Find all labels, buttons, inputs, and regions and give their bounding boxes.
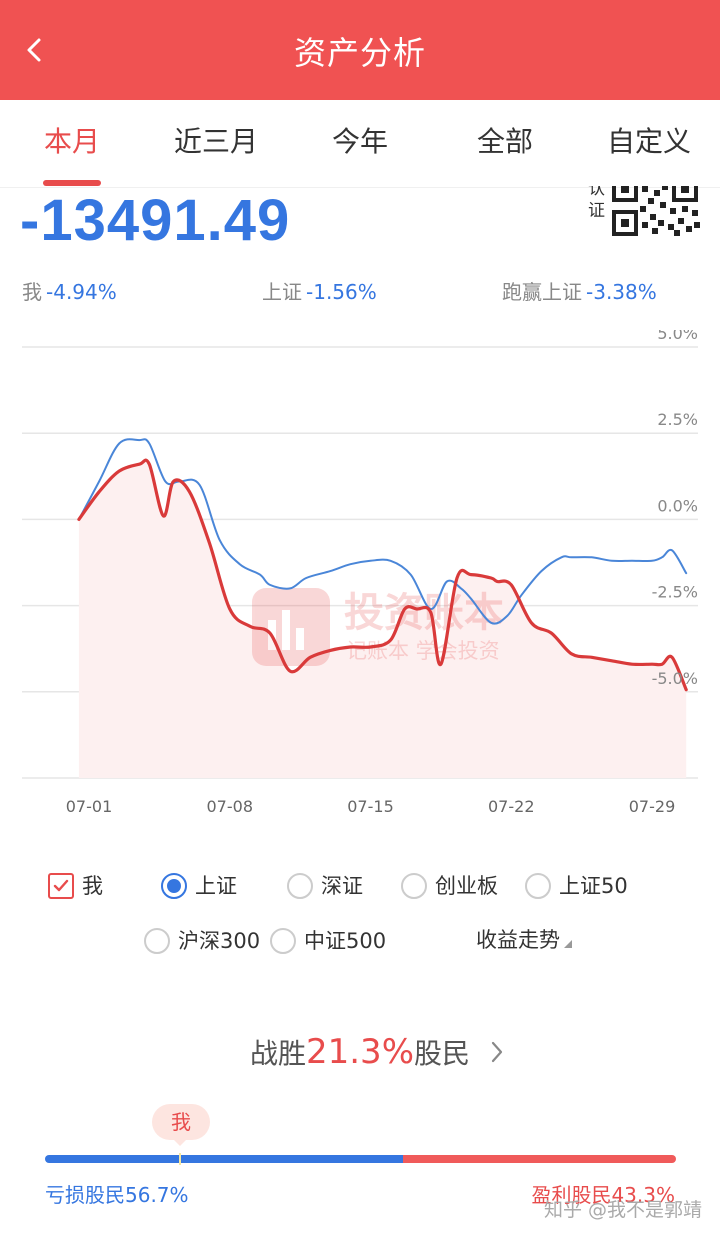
legend-me-label: 我 bbox=[82, 874, 103, 898]
investor-distribution-bar bbox=[45, 1155, 676, 1163]
page-title: 资产分析 bbox=[293, 34, 426, 72]
x-tick-label: 07-08 bbox=[207, 797, 254, 816]
beat-return-label: 跑赢上证 bbox=[502, 280, 582, 304]
gain-segment bbox=[402, 1155, 676, 1163]
chevron-right-icon bbox=[491, 1041, 503, 1063]
tab-this-month[interactable]: 本月 bbox=[43, 125, 100, 158]
gain-investors-label: 盈利股民43.3% bbox=[531, 1183, 675, 1207]
beat-investors-line[interactable]: 战胜21.3%股民 bbox=[0, 1030, 720, 1076]
qr-code-icon bbox=[612, 186, 700, 236]
tab-this-year[interactable]: 今年 bbox=[331, 125, 388, 158]
legend-sz50-label: 上证50 bbox=[559, 874, 628, 898]
x-tick-label: 07-01 bbox=[66, 797, 113, 816]
series-area-me bbox=[78, 460, 687, 778]
y-tick-label: -2.5% bbox=[652, 583, 698, 602]
tab-all[interactable]: 全部 bbox=[476, 125, 533, 158]
beat-percent: 21.3% bbox=[305, 1032, 414, 1072]
legend-zz500-radio[interactable]: 中证500 bbox=[270, 927, 386, 955]
y-tick-label: 5.0% bbox=[657, 330, 698, 343]
radio-empty-icon bbox=[401, 873, 427, 899]
beat-prefix: 战胜 bbox=[249, 1037, 306, 1070]
my-return: 我 -4.94% bbox=[22, 279, 117, 305]
my-return-label: 我 bbox=[22, 280, 42, 304]
legend-me-checkbox[interactable]: 我 bbox=[48, 872, 103, 900]
trend-dropdown-label: 收益走势 bbox=[476, 928, 560, 952]
x-tick-label: 07-22 bbox=[488, 797, 535, 816]
sh-return-value: -1.56% bbox=[306, 280, 377, 304]
checkbox-checked-icon bbox=[48, 873, 74, 899]
x-axis-ticks: 07-01 07-08 07-15 07-22 07-29 bbox=[66, 797, 676, 816]
beat-return-value: -3.38% bbox=[586, 280, 657, 304]
y-axis-ticks: 5.0% 2.5% 0.0% -2.5% -5.0% bbox=[652, 330, 698, 688]
qr-verification[interactable]: 认证 bbox=[588, 186, 702, 236]
legend-sh-radio[interactable]: 上证 bbox=[161, 872, 237, 900]
return-chart[interactable]: 投资账本 记账本 学会投资 5.0% 2.5% 0.0% -2.5% -5.0% 07-… bbox=[0, 330, 720, 830]
radio-empty-icon bbox=[144, 928, 170, 954]
radio-selected-icon bbox=[161, 873, 187, 899]
qr-label: 认证 bbox=[588, 186, 605, 221]
series-line-me bbox=[77, 458, 688, 692]
legend-sz-label: 深证 bbox=[321, 874, 363, 898]
legend-hs300-radio[interactable]: 沪深300 bbox=[144, 927, 260, 955]
chart-watermark: 投资账本 记账本 学会投资 bbox=[252, 588, 504, 666]
watermark-subtitle: 记账本 学会投资 bbox=[346, 639, 500, 663]
source-watermark: 知乎 @我不是郭靖 bbox=[543, 1199, 702, 1221]
total-profit-value: -13491.49 bbox=[20, 188, 291, 253]
loss-investors-label: 亏损股民56.7% bbox=[45, 1183, 189, 1207]
chart-lines bbox=[77, 438, 688, 692]
radio-empty-icon bbox=[287, 873, 313, 899]
sh-return-label: 上证 bbox=[262, 280, 302, 304]
sh-return: 上证 -1.56% bbox=[262, 279, 377, 305]
legend-cyb-radio[interactable]: 创业板 bbox=[401, 872, 498, 900]
bubble-tail bbox=[173, 1139, 187, 1146]
beat-return: 跑赢上证 -3.38% bbox=[502, 279, 657, 305]
legend-hs300-label: 沪深300 bbox=[178, 929, 261, 953]
radio-empty-icon bbox=[270, 928, 296, 954]
legend-sz-radio[interactable]: 深证 bbox=[287, 872, 363, 900]
tab-three-months[interactable]: 近三月 bbox=[173, 125, 258, 158]
legend-sz50-radio[interactable]: 上证50 bbox=[525, 872, 628, 900]
radio-empty-icon bbox=[525, 873, 551, 899]
active-tab-indicator bbox=[43, 180, 101, 186]
beat-suffix: 股民 bbox=[414, 1037, 471, 1070]
legend-cyb-label: 创业板 bbox=[435, 874, 498, 898]
legend-sh-label: 上证 bbox=[195, 874, 237, 898]
my-position-marker bbox=[179, 1153, 181, 1165]
trend-dropdown[interactable]: 收益走势 bbox=[476, 926, 572, 954]
y-tick-label: -5.0% bbox=[652, 669, 698, 688]
my-position-bubble: 我 bbox=[152, 1104, 210, 1140]
top-bar: 资产分析 bbox=[0, 0, 720, 100]
tab-custom[interactable]: 自定义 bbox=[606, 125, 691, 158]
y-tick-label: 0.0% bbox=[657, 496, 698, 515]
period-tabs: 本月 近三月 今年 全部 自定义 bbox=[0, 100, 720, 188]
chart-area-fill bbox=[78, 460, 687, 778]
chevron-left-icon bbox=[27, 38, 41, 62]
legend-zz500-label: 中证500 bbox=[304, 929, 387, 953]
dropdown-caret-icon bbox=[564, 940, 572, 948]
back-button[interactable] bbox=[14, 30, 54, 70]
watermark-title: 投资账本 bbox=[344, 590, 504, 636]
x-tick-label: 07-15 bbox=[347, 797, 394, 816]
loss-segment bbox=[45, 1155, 403, 1163]
x-tick-label: 07-29 bbox=[629, 797, 676, 816]
y-tick-label: 2.5% bbox=[657, 410, 698, 429]
my-return-value: -4.94% bbox=[46, 280, 117, 304]
